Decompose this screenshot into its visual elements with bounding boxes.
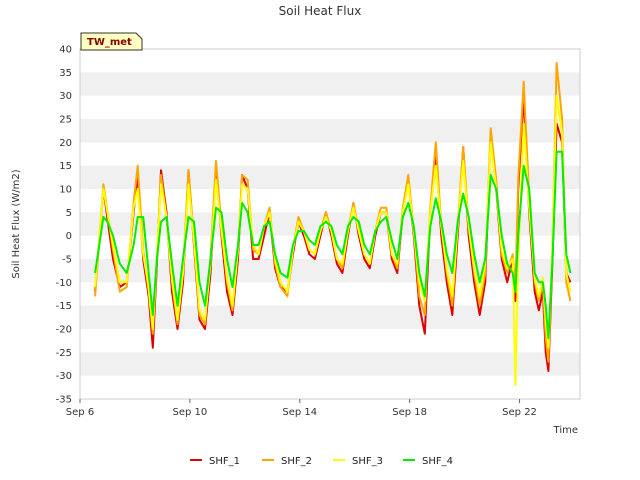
series-line-shf-4 (94, 150, 572, 340)
y-tick-label: -20 (56, 325, 72, 336)
legend-label: SHF_1 (209, 456, 240, 467)
legend-label: SHF_2 (281, 456, 312, 467)
site-badge-shape (80, 32, 143, 51)
plot-frame (79, 48, 581, 400)
y-tick-label: 10 (59, 185, 72, 196)
site-badge-label: TW_met (87, 37, 132, 48)
y-tick-label: -5 (62, 255, 72, 266)
x-ticks: Sep 6 Sep 10 Sep 14 Sep 18 Sep 22 (66, 399, 537, 418)
y-tick-label: -30 (56, 371, 72, 382)
y-tick-label: 20 (59, 138, 72, 149)
y-axis-title: Soil Heat Flux (W/m2) (11, 169, 22, 278)
grid-band (80, 72, 580, 96)
x-tick-label: Sep 14 (282, 407, 317, 418)
y-tick-label: 35 (59, 68, 72, 79)
x-tick-label: Sep 10 (173, 407, 208, 418)
legend-label: SHF_3 (352, 456, 383, 467)
y-tick-label: -35 (56, 395, 72, 406)
chart-title: Soil Heat Flux (279, 4, 362, 18)
y-tick-label: -25 (56, 348, 72, 359)
y-tick-label: 0 (66, 231, 72, 242)
legend-label: SHF_4 (422, 456, 453, 467)
site-badge: TW_met (80, 32, 143, 51)
grid-band (80, 119, 580, 143)
x-tick-label: Sep 18 (392, 407, 427, 418)
legend: SHF_1 SHF_2 SHF_3 SHF_4 (190, 456, 453, 467)
y-tick-label: 40 (59, 45, 72, 56)
x-tick-label: Sep 6 (66, 407, 94, 418)
y-tick-label: 25 (59, 115, 72, 126)
y-tick-labels: -35 -30 -25 -20 -15 -10 -5 0 5 10 15 20 25 30 35 40 (56, 45, 72, 406)
y-tick-label: 30 (59, 91, 72, 102)
grid-band (80, 352, 580, 376)
series-lines (94, 62, 572, 386)
x-tick-label: Sep 22 (502, 407, 537, 418)
y-tick-label: -10 (56, 278, 72, 289)
y-tick-label: 15 (59, 161, 72, 172)
grid-band (80, 165, 580, 189)
y-tick-label: 5 (66, 208, 72, 219)
x-axis-title: Time (553, 425, 578, 436)
y-tick-label: -15 (56, 301, 72, 312)
